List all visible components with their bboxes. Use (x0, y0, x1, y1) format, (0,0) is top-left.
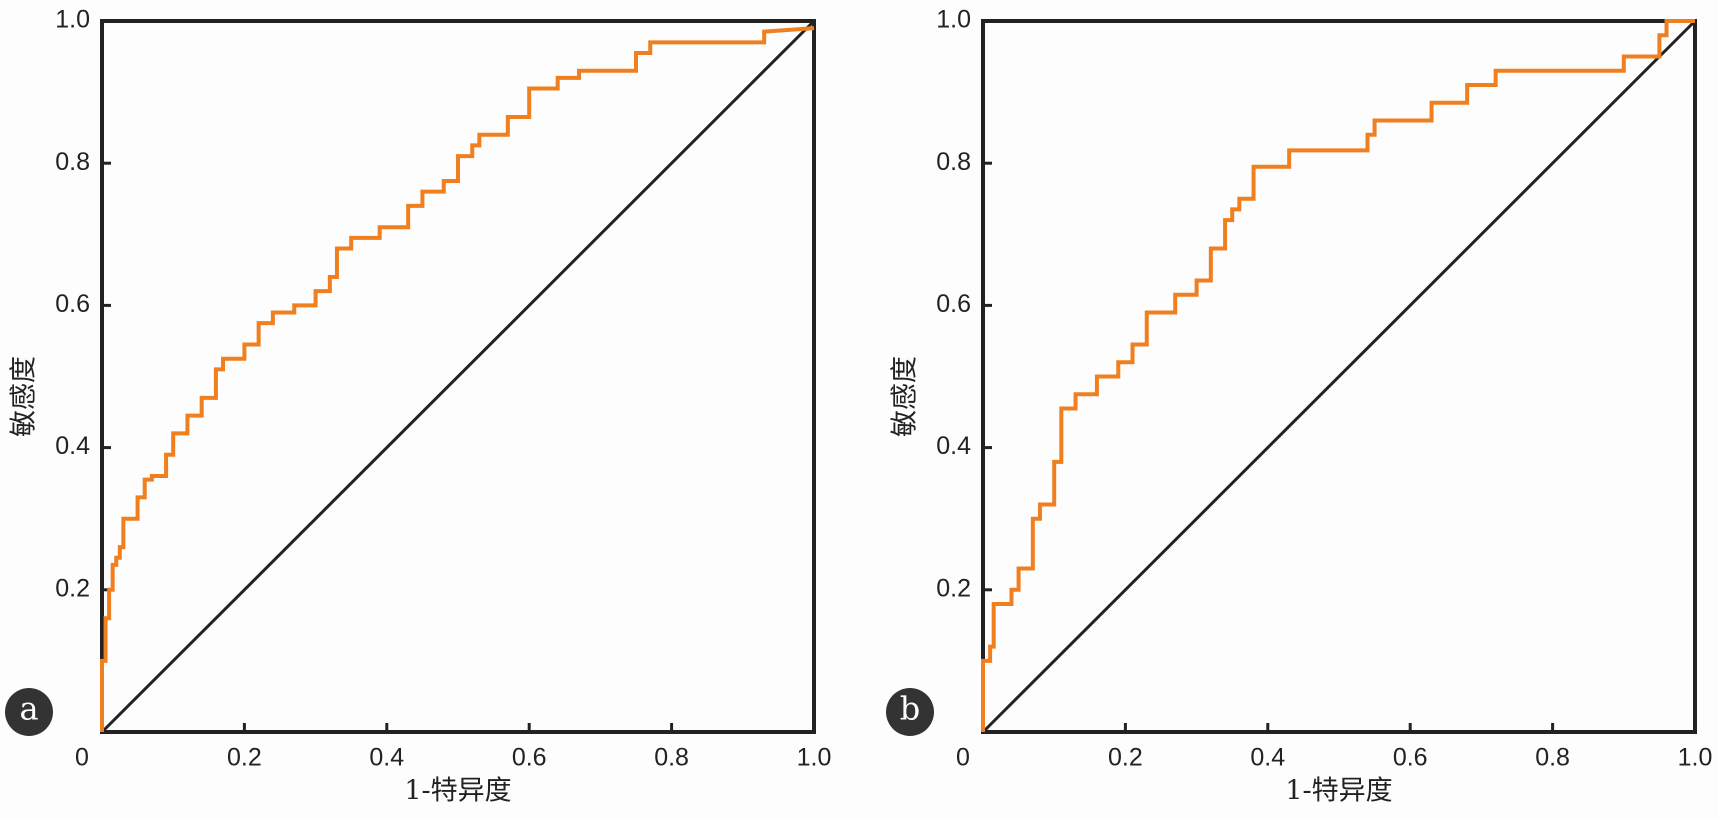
x-axis-label: 1-特异度 (1285, 776, 1392, 807)
x-tick-label: 0.6 (512, 744, 547, 772)
x-tick-label: 0.4 (369, 744, 404, 772)
y-tick-label: 1.0 (936, 6, 971, 34)
y-tick-label: 0.2 (55, 574, 90, 602)
panel-badge (886, 688, 934, 736)
y-tick-label: 0.8 (55, 148, 90, 176)
x-tick-label: 0 (956, 744, 970, 772)
reference-line (981, 19, 1697, 734)
y-axis-label: 敏感度 (9, 356, 40, 437)
x-axis-label: 1-特异度 (404, 776, 511, 807)
y-axis-label: 敏感度 (890, 356, 921, 437)
panel-label: b (900, 690, 920, 728)
x-tick-label: 1.0 (797, 744, 832, 772)
x-tick-label: 0.2 (1108, 744, 1143, 772)
x-tick-label: 0.8 (1535, 744, 1570, 772)
x-tick-label: 0.4 (1250, 744, 1285, 772)
x-tick-label: 0.6 (1393, 744, 1428, 772)
roc-curve (100, 26, 815, 732)
roc-curve (981, 19, 1695, 732)
x-tick-label: 1.0 (1678, 744, 1713, 772)
y-tick-label: 0.4 (936, 432, 971, 460)
x-tick-label: 0 (75, 744, 89, 772)
y-tick-label: 0.4 (55, 432, 90, 460)
x-tick-label: 0.8 (654, 744, 689, 772)
y-tick-label: 0.6 (55, 290, 90, 318)
y-tick-label: 0.6 (936, 290, 971, 318)
panel-badge (5, 688, 53, 736)
y-tick-label: 0.8 (936, 148, 971, 176)
x-tick-label: 0.2 (227, 744, 262, 772)
y-tick-label: 0.2 (936, 574, 971, 602)
y-tick-label: 1.0 (55, 6, 90, 34)
reference-line (100, 19, 816, 734)
panel-label: a (19, 690, 38, 728)
